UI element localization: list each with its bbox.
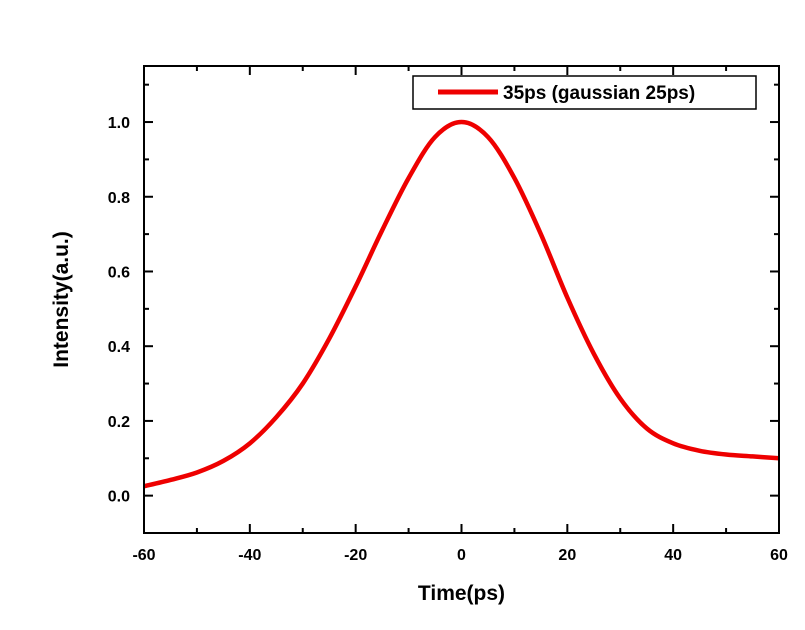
x-axis-title: Time(ps) [418, 582, 505, 605]
x-tick-label: 0 [457, 547, 466, 564]
x-tick-label: 20 [558, 547, 576, 564]
y-tick-label: 0.2 [108, 414, 130, 431]
legend-label: 35ps (gaussian 25ps) [503, 83, 695, 104]
y-tick-label: 1.0 [108, 115, 130, 132]
x-tick-label: 40 [664, 547, 682, 564]
series-layer [143, 119, 780, 489]
plot-frame [143, 65, 780, 534]
x-tick-label: -60 [132, 547, 155, 564]
y-tick-label: 0.4 [108, 339, 130, 356]
x-tick-label: 60 [770, 547, 788, 564]
x-tick-label: -40 [238, 547, 261, 564]
ticks-layer: -60 -40 -20 0 20 40 60 0.0 0.2 0.4 0.6 0.8 1.0 [108, 66, 788, 564]
y-tick-label: 0.0 [108, 489, 130, 506]
y-axis-title: Intensity(a.u.) [50, 231, 73, 368]
x-tick-label: -20 [344, 547, 367, 564]
legend: 35ps (gaussian 25ps) [412, 75, 757, 110]
y-tick-label: 0.8 [108, 190, 130, 207]
series-line [143, 119, 780, 489]
y-tick-label: 0.6 [108, 264, 130, 281]
